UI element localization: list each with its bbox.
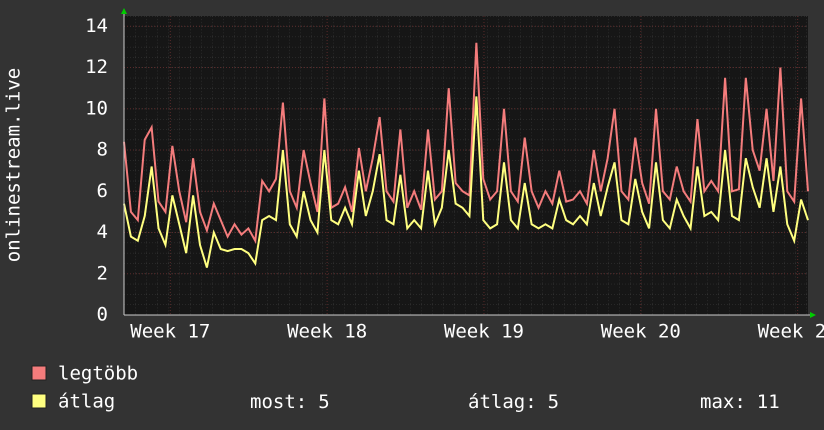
stat-label: most: xyxy=(250,391,307,413)
stat: max: 11 xyxy=(700,391,780,413)
y-tick-label: 14 xyxy=(85,15,108,37)
y-tick-label: 12 xyxy=(85,56,108,78)
stat-value: 5 xyxy=(548,391,559,413)
y-tick-label: 0 xyxy=(97,304,108,326)
legend-label: átlag xyxy=(58,391,115,413)
stat: most: 5 xyxy=(250,391,330,413)
y-tick-label: 8 xyxy=(97,139,108,161)
x-tick-label: Week 20 xyxy=(601,321,681,343)
legend-label: legtöbb xyxy=(58,363,138,385)
y-arrow xyxy=(121,8,127,14)
minor-grid xyxy=(124,16,808,315)
x-tick-label: Week 17 xyxy=(130,321,210,343)
stat: átlag: 5 xyxy=(468,391,559,413)
legend-swatch xyxy=(31,393,47,409)
stat-value: 5 xyxy=(318,391,329,413)
x-arrow xyxy=(810,312,816,318)
y-axis-label: onlinestream.live xyxy=(3,68,25,262)
series-line xyxy=(123,96,809,268)
y-tick-label: 4 xyxy=(97,221,108,243)
series-line xyxy=(123,42,809,244)
stat-label: átlag: xyxy=(468,391,537,413)
x-tick-label: Week 18 xyxy=(287,321,367,343)
x-tick-label: Week 19 xyxy=(444,321,524,343)
y-tick-label: 2 xyxy=(97,262,108,284)
stat-label: max: xyxy=(700,391,746,413)
x-tick-label: Week 21 xyxy=(758,321,824,343)
y-tick-label: 6 xyxy=(97,180,108,202)
y-tick-label: 10 xyxy=(85,97,108,119)
legend-swatch xyxy=(31,365,47,381)
stat-value: 11 xyxy=(757,391,780,413)
